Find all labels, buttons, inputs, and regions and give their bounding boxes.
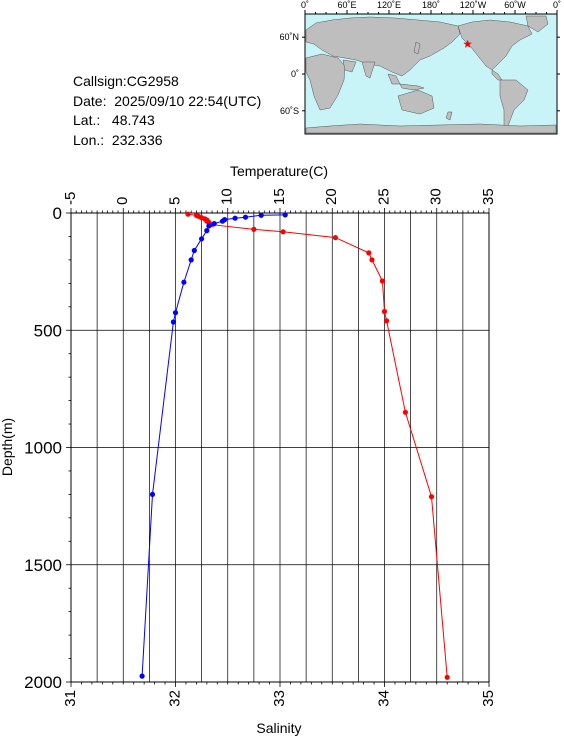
temperature-tick-labels: -5 0 5 10 15 20 25 30 35: [62, 188, 497, 205]
salinity-tick-label: 31: [62, 690, 79, 707]
temperature-point: [444, 674, 450, 680]
map-longitude-label: 120˚E: [377, 0, 401, 10]
temperature-tick-label: -5: [62, 192, 79, 205]
map-latitude-label: 60˚S: [280, 106, 299, 116]
map-left-labels: 60˚N 0˚ 60˚S: [279, 32, 560, 116]
salinity-point: [204, 228, 210, 234]
salinity-axis-label: Salinity: [256, 720, 301, 736]
salinity-point: [139, 673, 145, 679]
salinity-point: [232, 215, 238, 221]
salinity-point: [191, 247, 197, 254]
data-series: [139, 211, 450, 680]
salinity-point: [211, 221, 217, 227]
station-marker-icon: [463, 39, 472, 48]
temperature-tick-label: 5: [166, 197, 183, 205]
temperature-tick-label: 25: [375, 188, 392, 205]
map-longitude-label: 60˚W: [504, 0, 526, 10]
temperature-tick-label: 10: [219, 188, 236, 205]
temperature-point: [251, 226, 257, 232]
map-longitude-label: 180˚: [422, 0, 440, 10]
salinity-tick-labels: 31 32 33 34 35: [62, 690, 497, 707]
salinity-tick-label: 34: [375, 690, 392, 707]
salinity-point: [172, 310, 179, 316]
temperature-tick-label: 20: [323, 188, 340, 205]
landmass: [305, 16, 461, 77]
salinity-tick-label: 35: [480, 690, 497, 707]
map-longitude-label: 120˚W: [460, 0, 487, 10]
map-longitude-label: 0˚: [301, 0, 309, 10]
temperature-axis-label: Temperature(C): [230, 163, 328, 179]
landmass: [397, 89, 435, 115]
landmass: [445, 111, 453, 121]
station-info: Callsign:CG2958 Date: 2025/09/10 22:54(U…: [73, 72, 261, 150]
temperature-point: [402, 409, 408, 415]
depth-tick-label: 0: [53, 204, 62, 223]
salinity-point: [242, 214, 249, 220]
depth-tick-label: 1000: [24, 439, 62, 458]
salinity-tick-label: 33: [271, 690, 288, 707]
salinity-point: [149, 491, 156, 497]
temperature-point: [381, 308, 388, 315]
temperature-point: [428, 494, 435, 500]
landmass: [305, 123, 557, 134]
temperature-point: [280, 229, 286, 235]
temperature-tick-label: 30: [428, 188, 445, 205]
map-latitude-label: 60˚N: [279, 32, 299, 42]
temperature-tick-label: 15: [271, 188, 288, 205]
depth-tick-label: 2000: [24, 673, 62, 692]
salinity-point: [188, 257, 194, 263]
landmass: [525, 15, 549, 33]
landmass: [457, 19, 533, 71]
salinity-point: [219, 218, 226, 224]
landmass: [413, 41, 421, 55]
temperature-point: [366, 250, 372, 256]
depth-tick-label: 1500: [24, 556, 62, 575]
map-longitude-label: 0˚: [553, 0, 561, 10]
map-top-labels: 0˚ 60˚E 120˚E 180˚ 120˚W 60˚W 0˚: [301, 0, 561, 10]
depth-tick-labels: 0 500 1000 1500 2000: [24, 204, 62, 692]
landmass: [499, 79, 529, 127]
map-land: [305, 15, 557, 134]
depth-tick-label: 500: [34, 321, 62, 340]
temperature-point: [332, 235, 338, 241]
salinity-point: [170, 319, 176, 325]
salinity-point: [258, 212, 264, 218]
plot-grid: [70, 213, 490, 682]
depth-axis-label: Depth(m): [0, 418, 15, 476]
temperature-point: [369, 257, 375, 263]
salinity-point: [199, 236, 205, 242]
temperature-point: [379, 278, 385, 284]
temperature-point: [185, 211, 191, 217]
landmass: [399, 83, 425, 91]
longitude-text: Lon.: 232.336: [73, 131, 163, 148]
salinity-tick-label: 32: [166, 690, 183, 707]
date-text: Date: 2025/09/10 22:54(UTC): [73, 92, 262, 109]
callsign-text: Callsign:CG2958: [73, 73, 179, 89]
axis-ticks: [66, 208, 490, 687]
landmass: [342, 59, 357, 73]
map-longitude-label: 60˚E: [337, 0, 356, 10]
temperature-point: [384, 318, 390, 324]
map-latitude-label: 0˚: [291, 69, 299, 79]
salinity-point: [282, 212, 288, 218]
temperature-tick-label: 35: [480, 188, 497, 205]
salinity-point: [181, 279, 187, 285]
latitude-text: Lat.: 48.743: [73, 112, 155, 128]
world-map: 0˚ 60˚E 120˚E 180˚ 120˚W 60˚W 0˚ 60˚N 0˚ 60˚S: [279, 0, 561, 135]
salinity-point: [206, 223, 212, 229]
map-ticks: [304, 10, 558, 14]
landmass: [305, 53, 346, 111]
landmass: [361, 61, 376, 79]
temperature-tick-label: 0: [114, 197, 131, 205]
